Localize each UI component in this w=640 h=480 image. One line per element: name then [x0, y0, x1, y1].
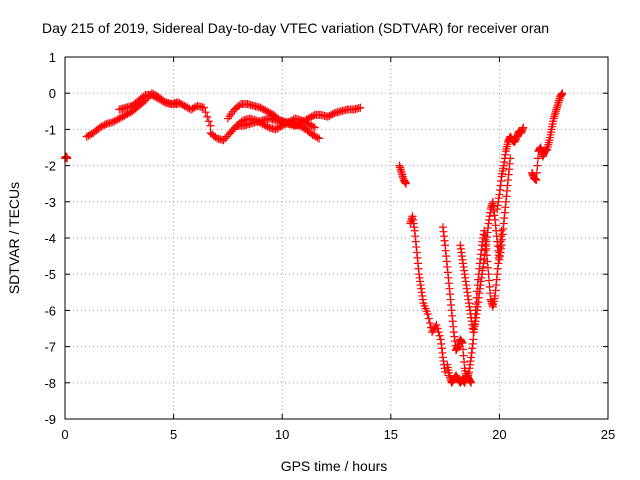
data-point	[432, 320, 441, 329]
y-tick-label: 1	[49, 50, 56, 65]
chart-title: Day 215 of 2019, Sidereal Day-to-day VTE…	[42, 20, 549, 36]
data-point	[533, 154, 542, 163]
y-tick-label: -8	[44, 376, 56, 391]
data-point	[467, 378, 476, 387]
data-point	[200, 103, 209, 112]
x-tick-label: 0	[61, 427, 68, 442]
y-tick-label: -7	[44, 340, 56, 355]
data-point	[519, 123, 528, 132]
data-point	[201, 108, 210, 117]
plot-border	[64, 56, 609, 420]
data-point	[435, 331, 444, 340]
data-point	[206, 121, 215, 130]
data-point	[433, 324, 442, 333]
x-tick-label: 25	[601, 427, 615, 442]
x-tick-label: 10	[275, 427, 289, 442]
data-point	[402, 179, 411, 188]
data-point	[434, 328, 443, 337]
data-point	[532, 176, 541, 185]
x-tick-label: 20	[492, 427, 506, 442]
y-tick-label: -4	[44, 231, 56, 246]
data-point	[423, 310, 432, 319]
data-point	[532, 168, 541, 177]
data-point	[203, 112, 212, 121]
data-points	[61, 89, 567, 387]
x-axis-label: GPS time / hours	[281, 458, 388, 474]
data-point	[204, 117, 213, 126]
y-axis-label: SDTVAR / TECUs	[6, 182, 22, 294]
data-point	[173, 100, 182, 109]
data-point	[313, 133, 322, 142]
y-tick-label: -1	[44, 122, 56, 137]
data-point	[309, 122, 318, 131]
data-point	[356, 103, 365, 112]
y-tick-label: -2	[44, 159, 56, 174]
data-point	[558, 89, 567, 98]
x-tick-label: 15	[384, 427, 398, 442]
data-point	[315, 134, 324, 143]
data-point	[424, 314, 433, 323]
data-point	[533, 161, 542, 170]
y-tick-label: -5	[44, 267, 56, 282]
grid-lines	[65, 57, 608, 419]
x-tick-label: 5	[170, 427, 177, 442]
y-tick-label: 0	[49, 86, 56, 101]
y-tick-label: -6	[44, 303, 56, 318]
data-point	[469, 335, 478, 344]
y-tick-label: -9	[44, 412, 56, 427]
data-point	[310, 123, 319, 132]
y-tick-label: -3	[44, 195, 56, 210]
data-point	[425, 319, 434, 328]
